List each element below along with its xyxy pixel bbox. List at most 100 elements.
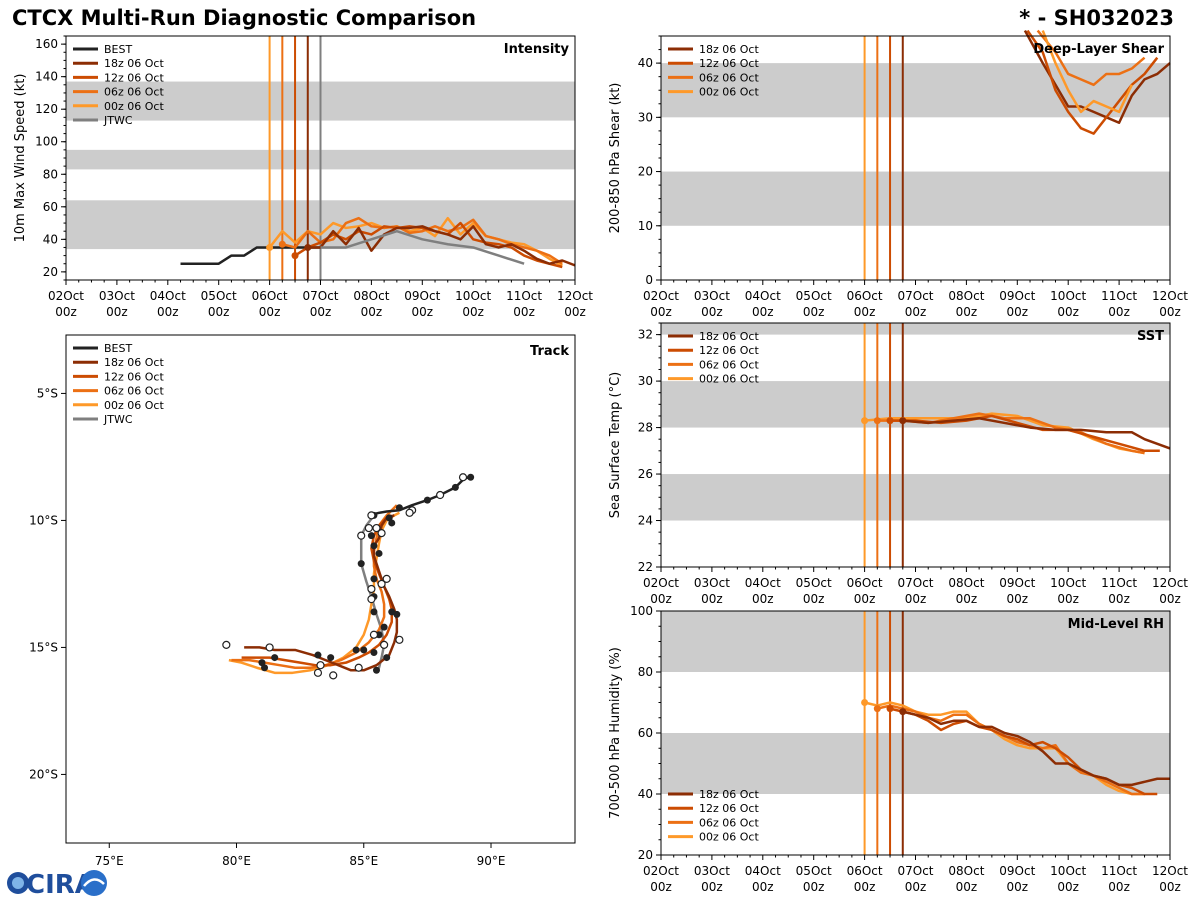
series-start-point bbox=[886, 705, 894, 713]
legend-label: 18z 06 Oct bbox=[104, 57, 164, 70]
y-tick-label: 0 bbox=[645, 273, 653, 287]
x-tick-label: 00z bbox=[106, 305, 128, 319]
y-tick-label: 100 bbox=[630, 604, 653, 618]
shaded-band bbox=[661, 611, 1170, 672]
legend-label: 06z 06 Oct bbox=[699, 358, 759, 371]
x-tick-label: 00z bbox=[361, 305, 383, 319]
x-tick-label: 02Oct bbox=[643, 576, 679, 590]
series-line-JTWC bbox=[320, 229, 525, 265]
x-tick-label: 04Oct bbox=[150, 289, 186, 303]
series-line-12z bbox=[1026, 29, 1159, 135]
x-tick-label: 00z bbox=[854, 880, 876, 894]
x-tick-label: 00z bbox=[1108, 880, 1130, 894]
x-tick-label: 00z bbox=[701, 305, 723, 319]
y-tick-label: 20 bbox=[638, 848, 653, 862]
x-tick-label: 00z bbox=[564, 305, 586, 319]
y-tick-label: 15°S bbox=[29, 640, 58, 654]
x-tick-label: 00z bbox=[701, 880, 723, 894]
series-start-point bbox=[861, 417, 869, 425]
shaded-band bbox=[661, 323, 1170, 335]
series-line-00z bbox=[1041, 30, 1133, 114]
legend-label: 12z 06 Oct bbox=[104, 370, 164, 383]
series-line-06z bbox=[1036, 29, 1146, 87]
panel-title: Mid-Level RH bbox=[1068, 617, 1164, 632]
x-tick-label: 02Oct bbox=[48, 289, 84, 303]
x-tick-label: 08Oct bbox=[353, 289, 389, 303]
x-tick-label: 00z bbox=[905, 880, 927, 894]
x-tick-label: 00z bbox=[752, 592, 774, 606]
track-point-hollow bbox=[369, 630, 379, 639]
figure-title: CTCX Multi-Run Diagnostic Comparison bbox=[12, 6, 477, 30]
x-tick-label: 06Oct bbox=[252, 289, 288, 303]
x-tick-label: 10Oct bbox=[455, 289, 491, 303]
track-point bbox=[388, 519, 396, 527]
shaded-band bbox=[661, 474, 1170, 521]
y-tick-label: 30 bbox=[638, 374, 653, 388]
legend-label: 18z 06 Oct bbox=[699, 43, 759, 56]
track-point-hollow bbox=[380, 640, 389, 649]
x-tick-label: 00z bbox=[854, 305, 876, 319]
series-line-00z bbox=[268, 216, 563, 267]
track-point-hollow bbox=[222, 640, 231, 649]
legend-label: 12z 06 Oct bbox=[699, 57, 759, 70]
series-start-point bbox=[304, 243, 312, 251]
legend-label: JTWC bbox=[103, 114, 133, 127]
track-point bbox=[271, 654, 279, 662]
chart-intensity: 20 40 60 80 100 120 140 160 02Oct 00z 03Oct 00z 04Oc… bbox=[13, 35, 593, 319]
y-tick-label: 28 bbox=[638, 421, 653, 435]
x-tick-label: 00z bbox=[310, 305, 332, 319]
storm-id-title: * - SH032023 bbox=[1019, 6, 1174, 30]
panel-title: Deep-Layer Shear bbox=[1033, 42, 1164, 57]
legend-label: 06z 06 Oct bbox=[104, 385, 164, 398]
x-tick-label: 00z bbox=[956, 305, 978, 319]
y-tick-label: 140 bbox=[35, 70, 58, 84]
track-point-hollow bbox=[316, 661, 325, 670]
x-tick-label: 00z bbox=[905, 305, 927, 319]
track-point-hollow bbox=[329, 671, 338, 680]
x-tick-label: 00z bbox=[513, 305, 535, 319]
best-track-point bbox=[395, 504, 403, 512]
x-tick-label: 00z bbox=[650, 880, 672, 894]
y-tick-label: 80 bbox=[43, 167, 58, 181]
legend-label: 00z 06 Oct bbox=[699, 831, 759, 844]
plot-frame bbox=[65, 334, 576, 844]
legend-label: 00z 06 Oct bbox=[104, 399, 164, 412]
y-axis-label: 700-500 hPa Humidity (%) bbox=[608, 647, 623, 819]
x-tick-label: 00z bbox=[55, 305, 77, 319]
track-point bbox=[375, 549, 383, 557]
x-tick-label: 00z bbox=[1159, 880, 1181, 894]
track-point bbox=[370, 649, 378, 656]
y-tick-label: 120 bbox=[35, 102, 58, 116]
x-tick-label: 04Oct bbox=[745, 864, 781, 878]
x-tick-label: 06Oct bbox=[847, 289, 883, 303]
legend-label: 00z 06 Oct bbox=[699, 373, 759, 386]
chart-rh: 20 40 60 80 100 02Oct 00z 03Oct 00z 04Oct 00z 05Oct… bbox=[608, 604, 1188, 894]
x-tick-label: 09Oct bbox=[404, 289, 440, 303]
y-tick-label: 40 bbox=[638, 56, 653, 70]
x-tick-label: 00z bbox=[1057, 880, 1079, 894]
legend-label: 12z 06 Oct bbox=[699, 802, 759, 815]
legend-label: 00z 06 Oct bbox=[699, 86, 759, 99]
x-tick-label: 80°E bbox=[222, 854, 251, 868]
series-start-point bbox=[861, 699, 869, 706]
y-tick-label: 30 bbox=[638, 110, 653, 124]
y-tick-label: 22 bbox=[638, 560, 653, 574]
series-line-06z bbox=[877, 704, 1145, 796]
x-tick-label: 10Oct bbox=[1050, 864, 1086, 878]
track-point-hollow bbox=[395, 635, 404, 644]
track-point-hollow bbox=[372, 523, 381, 533]
x-tick-label: 00z bbox=[1108, 592, 1130, 606]
legend-label: 06z 06 Oct bbox=[104, 86, 164, 99]
y-tick-label: 60 bbox=[638, 726, 653, 740]
track-point bbox=[370, 542, 378, 550]
track-point bbox=[370, 575, 378, 583]
x-tick-label: 12Oct bbox=[1152, 289, 1188, 303]
x-tick-label: 00z bbox=[752, 305, 774, 319]
track-point-hollow bbox=[405, 508, 414, 517]
x-tick-label: 03Oct bbox=[99, 289, 135, 303]
x-tick-label: 00z bbox=[1007, 305, 1029, 319]
legend-label: JTWC bbox=[103, 413, 133, 426]
track-point-hollow bbox=[367, 595, 376, 604]
series-start-point bbox=[291, 252, 299, 260]
x-tick-label: 04Oct bbox=[745, 576, 781, 590]
